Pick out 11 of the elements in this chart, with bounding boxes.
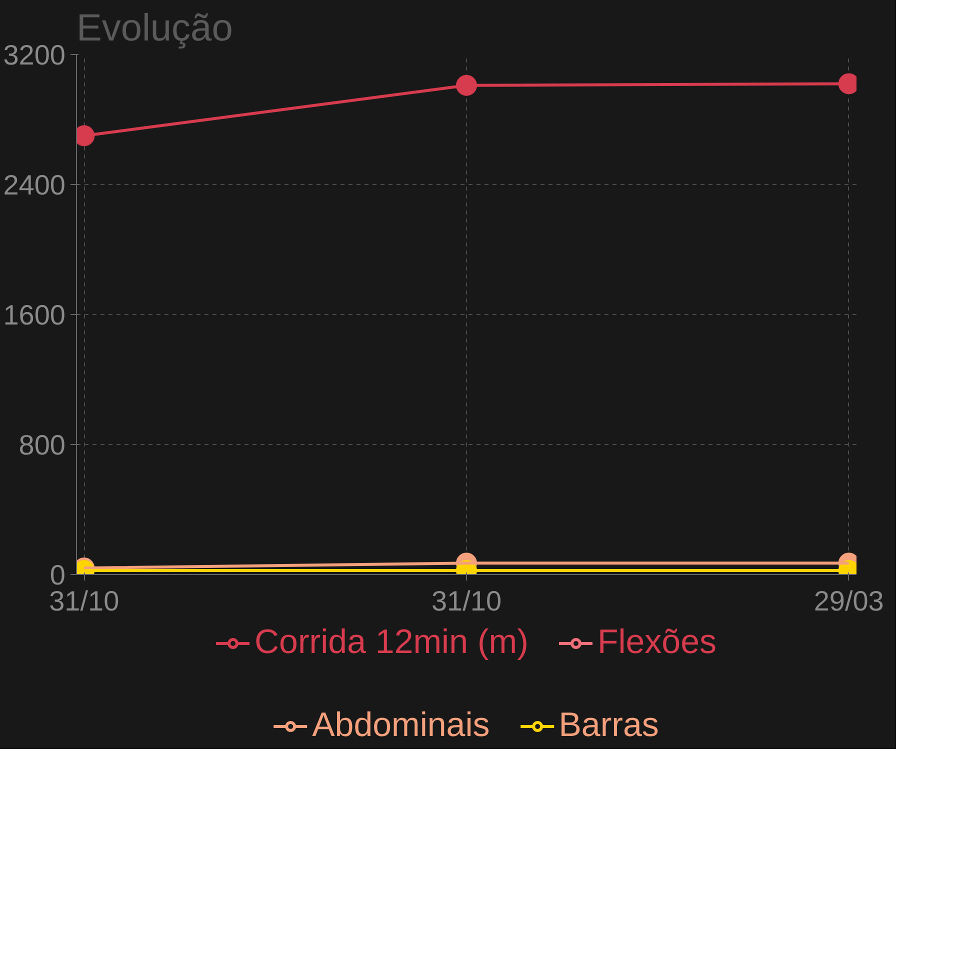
chart-title: Evolução — [76, 8, 233, 50]
x-tick-label: 31/10 — [431, 586, 502, 616]
legend-label: Barras — [558, 706, 659, 745]
y-tick-label: 800 — [18, 430, 66, 460]
y-tick-label: 3200 — [3, 40, 66, 70]
legend-label: Corrida 12min (m) — [254, 623, 528, 662]
y-tick-label: 2400 — [3, 170, 66, 200]
x-tick-label: 29/03 — [814, 586, 884, 616]
legend-label: Flexões — [597, 623, 717, 662]
legend-label: Abdominais — [312, 706, 490, 745]
y-tick-label: 1600 — [3, 300, 66, 330]
